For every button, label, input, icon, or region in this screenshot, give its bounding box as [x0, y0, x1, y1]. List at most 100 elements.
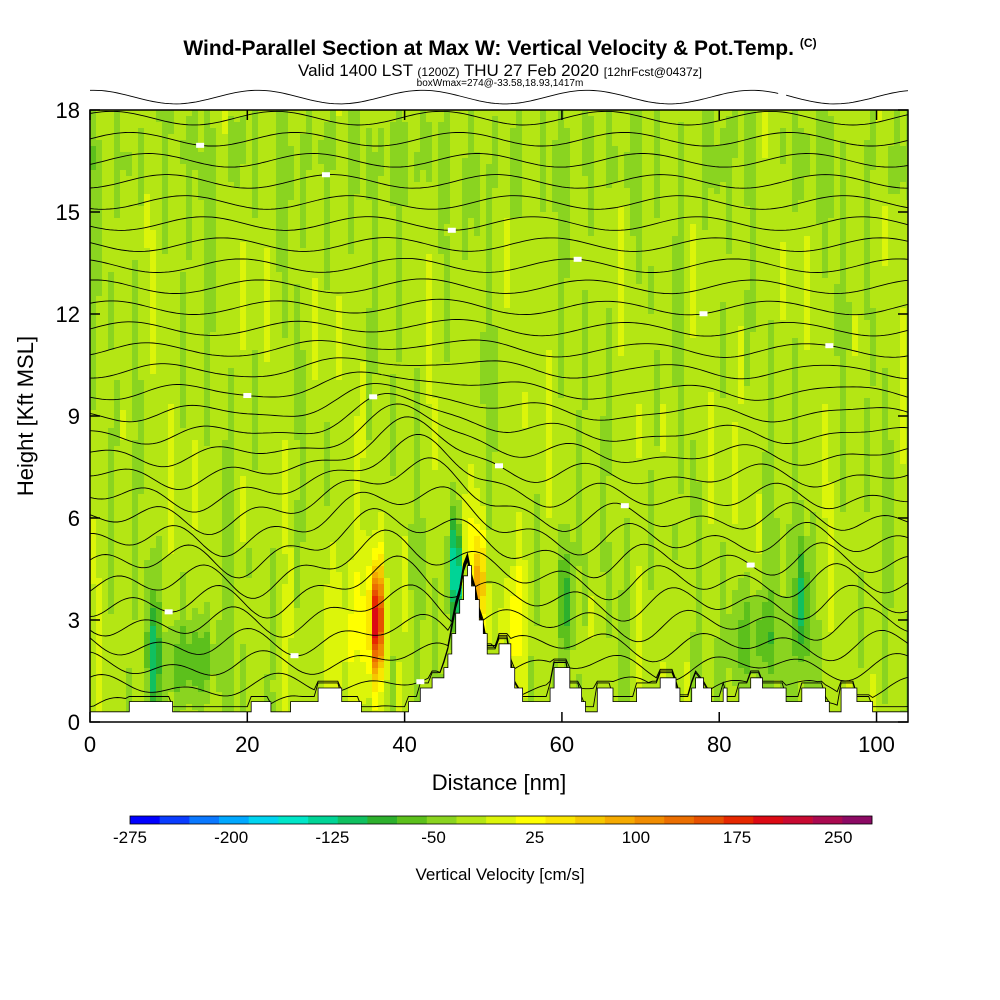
heatmap-cell [246, 512, 253, 519]
heatmap-cell [258, 494, 265, 501]
heatmap-cell [330, 404, 337, 411]
heatmap-cell [372, 326, 379, 333]
heatmap-cell [168, 248, 175, 255]
heatmap-cell [270, 242, 277, 249]
heatmap-cell [108, 134, 115, 141]
heatmap-cell [156, 350, 163, 357]
heatmap-cell [192, 674, 199, 681]
heatmap-cell [192, 254, 199, 261]
heatmap-cell [246, 608, 253, 615]
heatmap-cell [348, 554, 355, 561]
heatmap-cell [300, 512, 307, 519]
heatmap-cell [348, 446, 355, 453]
heatmap-cell [372, 482, 379, 489]
heatmap-cell [96, 404, 103, 411]
heatmap-cell [228, 686, 235, 693]
heatmap-cell [126, 410, 133, 417]
heatmap-cell [222, 704, 229, 711]
heatmap-cell [306, 488, 313, 495]
heatmap-cell [360, 584, 367, 591]
heatmap-cell [288, 188, 295, 195]
heatmap-cell [222, 434, 229, 441]
heatmap-cell [234, 344, 241, 351]
heatmap-cell [378, 650, 385, 657]
heatmap-cell [276, 572, 283, 579]
heatmap-cell [366, 668, 373, 675]
heatmap-cell [276, 206, 283, 213]
heatmap-cell [222, 344, 229, 351]
heatmap-cell [336, 296, 343, 303]
heatmap-cell [204, 536, 211, 543]
heatmap-cell [360, 428, 367, 435]
heatmap-cell [258, 158, 265, 165]
heatmap-cell [132, 350, 139, 357]
heatmap-cell [312, 344, 319, 351]
heatmap-cell [300, 488, 307, 495]
heatmap-cell [372, 314, 379, 321]
heatmap-cell [270, 428, 277, 435]
heatmap-cell [252, 380, 259, 387]
heatmap-cell [204, 230, 211, 237]
heatmap-cell [204, 590, 211, 597]
heatmap-cell [246, 464, 253, 471]
heatmap-cell [186, 200, 193, 207]
heatmap-cell [306, 296, 313, 303]
heatmap-cell [174, 110, 181, 117]
heatmap-cell [168, 596, 175, 603]
heatmap-cell [234, 146, 241, 153]
heatmap-cell [234, 314, 241, 321]
heatmap-cell [114, 530, 121, 537]
heatmap-cell [378, 164, 385, 171]
heatmap-cell [264, 440, 271, 447]
heatmap-cell [324, 260, 331, 267]
heatmap-cell [324, 236, 331, 243]
heatmap-cell [282, 434, 289, 441]
heatmap-cell [336, 392, 343, 399]
heatmap-cell [348, 578, 355, 585]
heatmap-cell [156, 692, 163, 699]
heatmap-cell [144, 374, 151, 381]
heatmap-cell [210, 368, 217, 375]
heatmap-cell [312, 488, 319, 495]
heatmap-cell [258, 266, 265, 273]
heatmap-cell [324, 308, 331, 315]
heatmap-cell [300, 500, 307, 507]
heatmap-cell [330, 356, 337, 363]
heatmap-cell [240, 500, 247, 507]
heatmap-cell [114, 524, 121, 531]
heatmap-cell [342, 188, 349, 195]
heatmap-cell [258, 680, 265, 687]
heatmap-cell [162, 212, 169, 219]
heatmap-cell [366, 638, 373, 645]
heatmap-cell [354, 506, 361, 513]
heatmap-cell [186, 218, 193, 225]
heatmap-cell [180, 422, 187, 429]
heatmap-cell [126, 554, 133, 561]
heatmap-cell [312, 128, 319, 135]
heatmap-cell [306, 674, 313, 681]
heatmap-cell [162, 410, 169, 417]
heatmap-cell [276, 458, 283, 465]
heatmap-cell [342, 260, 349, 267]
heatmap-cell [306, 266, 313, 273]
heatmap-cell [330, 278, 337, 285]
heatmap-cell [246, 338, 253, 345]
heatmap-cell [252, 140, 259, 147]
heatmap-cell [258, 464, 265, 471]
heatmap-cell [162, 164, 169, 171]
heatmap-cell [174, 206, 181, 213]
heatmap-cell [132, 608, 139, 615]
heatmap-cell [372, 458, 379, 465]
chart-title-text: Wind-Parallel Section at Max W: Vertical… [183, 37, 794, 60]
heatmap-cell [228, 590, 235, 597]
heatmap-cell [138, 584, 145, 591]
heatmap-cell [240, 686, 247, 693]
heatmap-cell [264, 470, 271, 477]
heatmap-cell [138, 650, 145, 657]
heatmap-cell [180, 434, 187, 441]
heatmap-cell [138, 260, 145, 267]
heatmap-cell [258, 620, 265, 627]
heatmap-cell [282, 584, 289, 591]
heatmap-cell [132, 326, 139, 333]
heatmap-cell [354, 116, 361, 123]
